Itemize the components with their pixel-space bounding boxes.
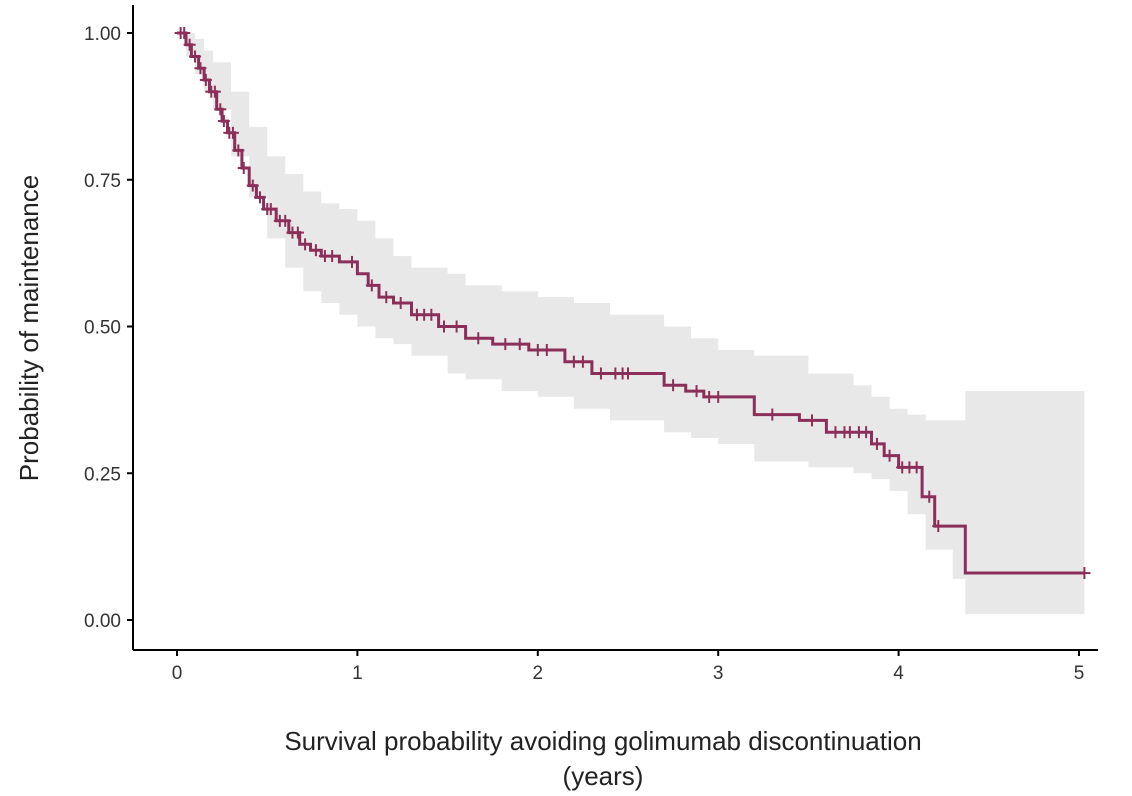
y-tick-label: 0.75 — [84, 171, 121, 192]
censor-mark — [226, 126, 239, 139]
censor-mark — [246, 179, 259, 192]
censor-mark — [513, 338, 526, 351]
censor-mark — [540, 343, 553, 356]
censor-mark — [860, 426, 873, 439]
ci-band-layer — [177, 33, 1085, 615]
censor-mark — [217, 115, 230, 128]
censor-mark — [766, 408, 779, 421]
censor-mark — [923, 490, 936, 503]
confidence-band — [177, 33, 1085, 615]
censor-mark — [345, 255, 358, 268]
censor-mark — [178, 27, 191, 39]
censor-mark — [1078, 567, 1091, 580]
x-axis-title-line1: Survival probability avoiding golimumab … — [284, 726, 921, 756]
censor-mark — [365, 279, 378, 292]
y-ticks: 0.00 0.25 0.50 0.75 1.00 — [84, 24, 133, 632]
y-tick-label: 0.25 — [84, 464, 121, 485]
x-axis-title-line2: (years) — [563, 761, 644, 791]
x-tick-label: 0 — [172, 663, 183, 684]
censor-mark — [437, 320, 450, 333]
censor-mark — [910, 461, 923, 474]
x-tick-label: 2 — [533, 663, 544, 684]
x-tick-label: 1 — [352, 663, 363, 684]
censor-mark — [253, 191, 266, 204]
x-tick-label: 5 — [1074, 663, 1085, 684]
censor-mark — [667, 379, 680, 392]
censor-mark — [380, 291, 393, 304]
censor-mark — [189, 50, 202, 63]
censor-mark — [208, 85, 221, 98]
y-axis-title: Probability of maintenance — [14, 175, 44, 481]
x-tick-label: 3 — [713, 663, 724, 684]
censor-mark — [712, 390, 725, 403]
y-tick-label: 0.50 — [84, 318, 121, 339]
censor-mark — [594, 367, 607, 380]
censor-mark — [499, 338, 512, 351]
censor-mark — [425, 308, 438, 321]
censor-mark — [279, 214, 292, 227]
censor-mark — [183, 38, 196, 51]
y-tick-label: 0.00 — [84, 611, 121, 632]
censor-marks-layer — [174, 27, 1091, 580]
censor-mark — [576, 355, 589, 368]
censor-mark — [326, 250, 339, 263]
censor-mark — [264, 203, 277, 216]
censor-mark — [690, 385, 703, 398]
censor-mark — [932, 520, 945, 533]
censor-mark — [622, 367, 634, 380]
censor-mark — [199, 73, 212, 86]
x-ticks: 0 1 2 3 4 5 — [172, 650, 1085, 684]
x-tick-label: 4 — [893, 663, 904, 684]
censor-mark — [299, 238, 312, 251]
censor-mark — [309, 244, 322, 257]
censor-mark — [291, 226, 304, 239]
censor-mark — [394, 297, 407, 310]
censor-mark — [232, 144, 245, 157]
censor-mark — [194, 62, 207, 75]
censor-mark — [883, 449, 896, 462]
censor-mark — [237, 162, 250, 175]
censor-mark — [806, 414, 819, 427]
censor-mark — [214, 103, 227, 116]
y-tick-label: 1.00 — [84, 24, 121, 45]
censor-mark — [450, 320, 463, 333]
censor-mark — [870, 437, 883, 450]
censor-mark — [472, 332, 485, 345]
